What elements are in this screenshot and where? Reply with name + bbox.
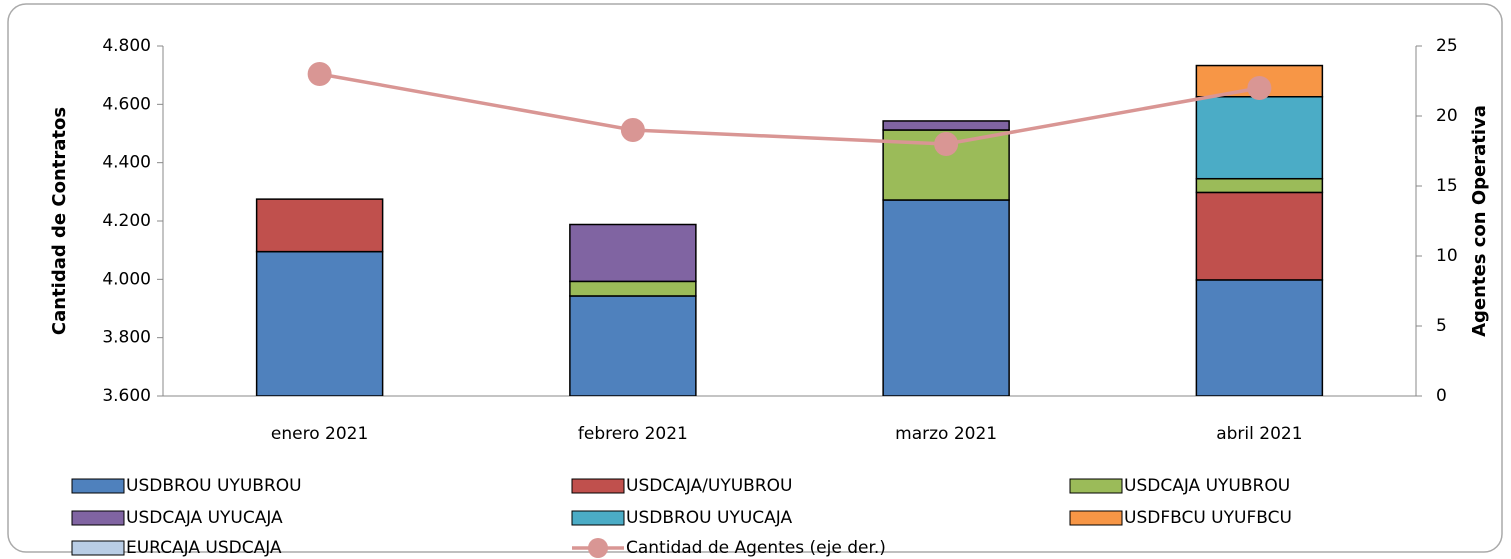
y-tick-label: 4.000	[102, 269, 151, 289]
bar-segment	[569, 280, 697, 297]
x-tick-label: abril 2021	[1216, 424, 1302, 444]
y-tick-label: 4.800	[102, 36, 151, 56]
legend-marker	[588, 538, 608, 558]
y2-tick-label: 20	[1436, 106, 1458, 126]
legend-label: USDBROU UYUBROU	[126, 476, 302, 496]
legend-label: Cantidad de Agentes (eje der.)	[626, 538, 886, 558]
bar-segment	[569, 223, 697, 283]
bar-segment	[1195, 279, 1324, 396]
y2-axis-title: Agentes con Operativa	[1469, 105, 1490, 337]
bar-segment	[255, 250, 384, 396]
y-tick-label: 4.200	[102, 211, 151, 231]
line-point	[620, 118, 645, 142]
legend-swatch	[1069, 478, 1123, 494]
bar-segment	[1195, 177, 1324, 194]
x-tick-label: febrero 2021	[578, 424, 688, 444]
y-tick-label: 3.600	[102, 386, 151, 406]
y-axis-title: Cantidad de Contratos	[49, 107, 70, 335]
y2-tick-label: 15	[1436, 176, 1458, 196]
legend-label: USDFBCU UYUFBCU	[1124, 508, 1292, 528]
y2-tick-label: 10	[1436, 246, 1458, 266]
legend-swatch	[71, 540, 125, 556]
legend-label: EURCAJA USDCAJA	[126, 538, 282, 558]
legend-swatch	[571, 510, 625, 526]
y2-tick-label: 0	[1436, 386, 1447, 406]
x-tick-label: marzo 2021	[895, 424, 997, 444]
y-tick-label: 3.800	[102, 328, 151, 348]
bar-segment	[882, 120, 1010, 131]
legend-swatch	[1069, 510, 1123, 526]
legend-label: USDCAJA/UYUBROU	[626, 476, 792, 496]
line	[319, 72, 1260, 146]
legend-swatch	[71, 510, 125, 526]
legend-swatch	[71, 478, 125, 494]
y-tick-label: 4.400	[102, 153, 151, 173]
chart-frame	[7, 3, 1503, 553]
bar-segment	[1195, 191, 1324, 281]
bar-segment	[882, 199, 1010, 396]
legend-label: USDBROU UYUCAJA	[626, 508, 793, 528]
x-tick-label: enero 2021	[271, 424, 368, 444]
bar-segment	[1195, 96, 1324, 180]
y-tick-label: 4.600	[102, 94, 151, 114]
y2-tick-label: 5	[1436, 316, 1447, 336]
line-point	[307, 62, 332, 86]
legend-label: USDCAJA UYUBROU	[1124, 476, 1290, 496]
legend-label: USDCAJA UYUCAJA	[126, 508, 283, 528]
bar-segment	[569, 295, 697, 396]
y2-tick-label: 25	[1436, 36, 1458, 56]
legend-swatch	[571, 478, 625, 494]
line-point	[1247, 76, 1272, 100]
line-point	[934, 132, 959, 156]
bar-segment	[255, 198, 384, 253]
